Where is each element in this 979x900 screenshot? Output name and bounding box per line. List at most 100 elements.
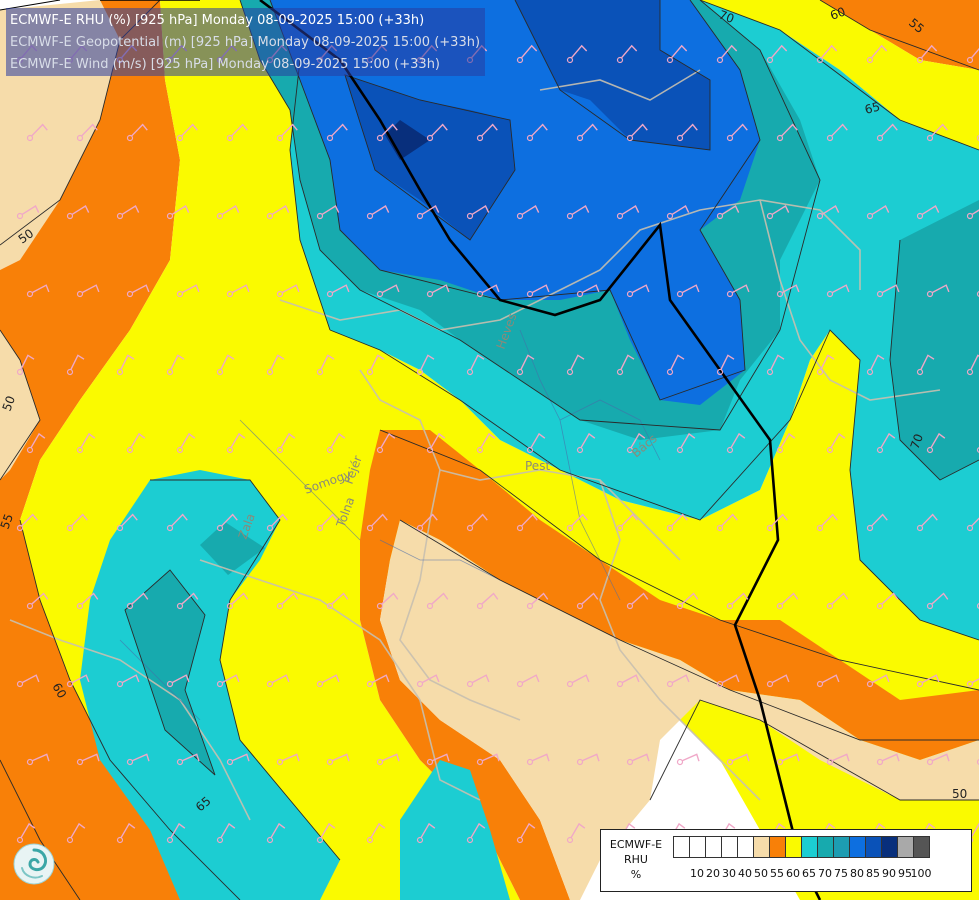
wind-barb-icon [766,354,785,376]
wind-barb-icon [326,753,350,766]
wind-barb-icon [466,354,485,376]
wind-barb-icon [666,44,688,64]
wind-barb-icon [426,432,446,454]
wind-barb-icon [876,432,896,454]
wind-barb-icon [876,592,899,610]
rh-band-80-85-b [345,75,515,240]
wind-barb-icon [516,354,535,376]
title-box [6,8,485,76]
wind-barb-icon [676,432,696,454]
wind-barb-icon [426,284,450,298]
wind-barb-icon [476,753,500,766]
rh-band-70-75-zala [200,522,265,575]
wind-barb-icon [966,513,979,532]
wind-barb-icon [466,674,490,688]
wind-barb-icon [66,205,90,220]
wind-barb-icon [76,592,99,610]
wind-barb-icon [376,432,396,454]
legend-tick-30: 30 [722,867,736,880]
wind-barb-icon [176,432,196,454]
wind-barb-icon [576,592,599,610]
legend-swatch-7 [785,836,802,858]
wind-barb-icon [816,674,840,688]
legend-tick-65: 65 [802,867,816,880]
contour-label-50-se: 50 [952,787,967,801]
wind-barb-icon [926,123,948,142]
wind-barb-icon [126,592,149,610]
wind-barb-icon [816,513,838,532]
wind-barb-icon [916,513,938,532]
wind-barb-icon [376,592,399,610]
wind-barb-icon [216,354,235,376]
wind-barb-icon [826,432,846,454]
wind-barb-icon [326,592,349,610]
wind-barb-icon [216,205,240,220]
wind-barb-icon [66,354,85,376]
legend-title-model: ECMWF-E [609,838,663,851]
legend-swatch-11 [849,836,866,858]
wind-barb-icon [866,44,888,64]
legend-tick-50: 50 [754,867,768,880]
wind-barb-icon [776,123,798,142]
legend-tick-20: 20 [706,867,720,880]
wind-barb-icon [626,123,648,142]
wind-barb-icon [726,284,750,298]
legend-tick-95: 95 [898,867,912,880]
wind-barb-icon [966,674,979,688]
wind-barb-icon [416,205,440,220]
wind-barb-icon [216,822,236,844]
legend-tick-75: 75 [834,867,848,880]
title-geopotential: ECMWF-E Geopotential (m) [925 hPa] Monda… [10,35,481,50]
wind-barb-icon [966,205,979,220]
rh-band-80-85-a [515,0,710,150]
wind-barb-icon [16,674,40,688]
wind-barb-icon [866,354,885,376]
wind-barb-icon [16,205,40,220]
wind-barb-icon [266,822,286,844]
legend-tick-90: 90 [882,867,896,880]
wind-barb-icon [626,284,650,298]
wind-barb-icon [376,284,400,298]
wind-barb-icon [276,753,300,766]
wind-barb-icon [26,123,48,142]
wind-barb-icon [926,753,950,766]
wind-barb-icon [126,753,150,766]
wind-barb-icon [366,205,390,220]
legend-tick-70: 70 [818,867,832,880]
legend-swatch-0 [673,836,690,858]
contour-label-55-west: 55 [0,512,16,531]
wind-barb-icon [26,432,46,454]
title-rhu: ECMWF-E RHU (%) [925 hPa] Monday 08-09-2… [10,13,425,28]
wind-barb-icon [366,674,390,688]
wind-barb-icon [326,284,350,298]
wind-barb-icon [616,354,635,376]
wind-barb-icon [976,602,979,610]
rh-band-65-70-sw [80,470,340,900]
wind-barb-icon [376,753,400,766]
wind-barb-icon [876,284,900,298]
wind-barb-icon [516,513,538,532]
wind-barb-icon [916,44,938,64]
legend-title-variable: RHU [624,853,648,866]
contour-label-60-sw: 60 [49,681,69,701]
wind-barb-icon [26,284,50,298]
legend-swatch-6 [769,836,786,858]
wind-barb-icon [626,753,650,766]
wind-barb-icon [726,592,749,610]
wind-barb-icon [776,432,796,454]
wind-barb-icon [266,674,290,688]
contour-label-60-top: 60 [828,4,847,22]
wind-barb-icon [226,123,248,142]
wind-barb-icon [276,123,298,142]
wind-barb-icon [316,354,335,376]
wind-barb-icon [76,753,100,766]
wind-barb-icon [666,205,690,220]
wind-barb-icon [576,432,596,454]
wind-barb-icon [766,205,790,220]
wind-barb-icon [376,123,398,142]
contour-label-70-top: 70 [717,8,736,26]
wind-barb-icon [616,513,638,532]
wind-barb-icon [826,284,850,298]
